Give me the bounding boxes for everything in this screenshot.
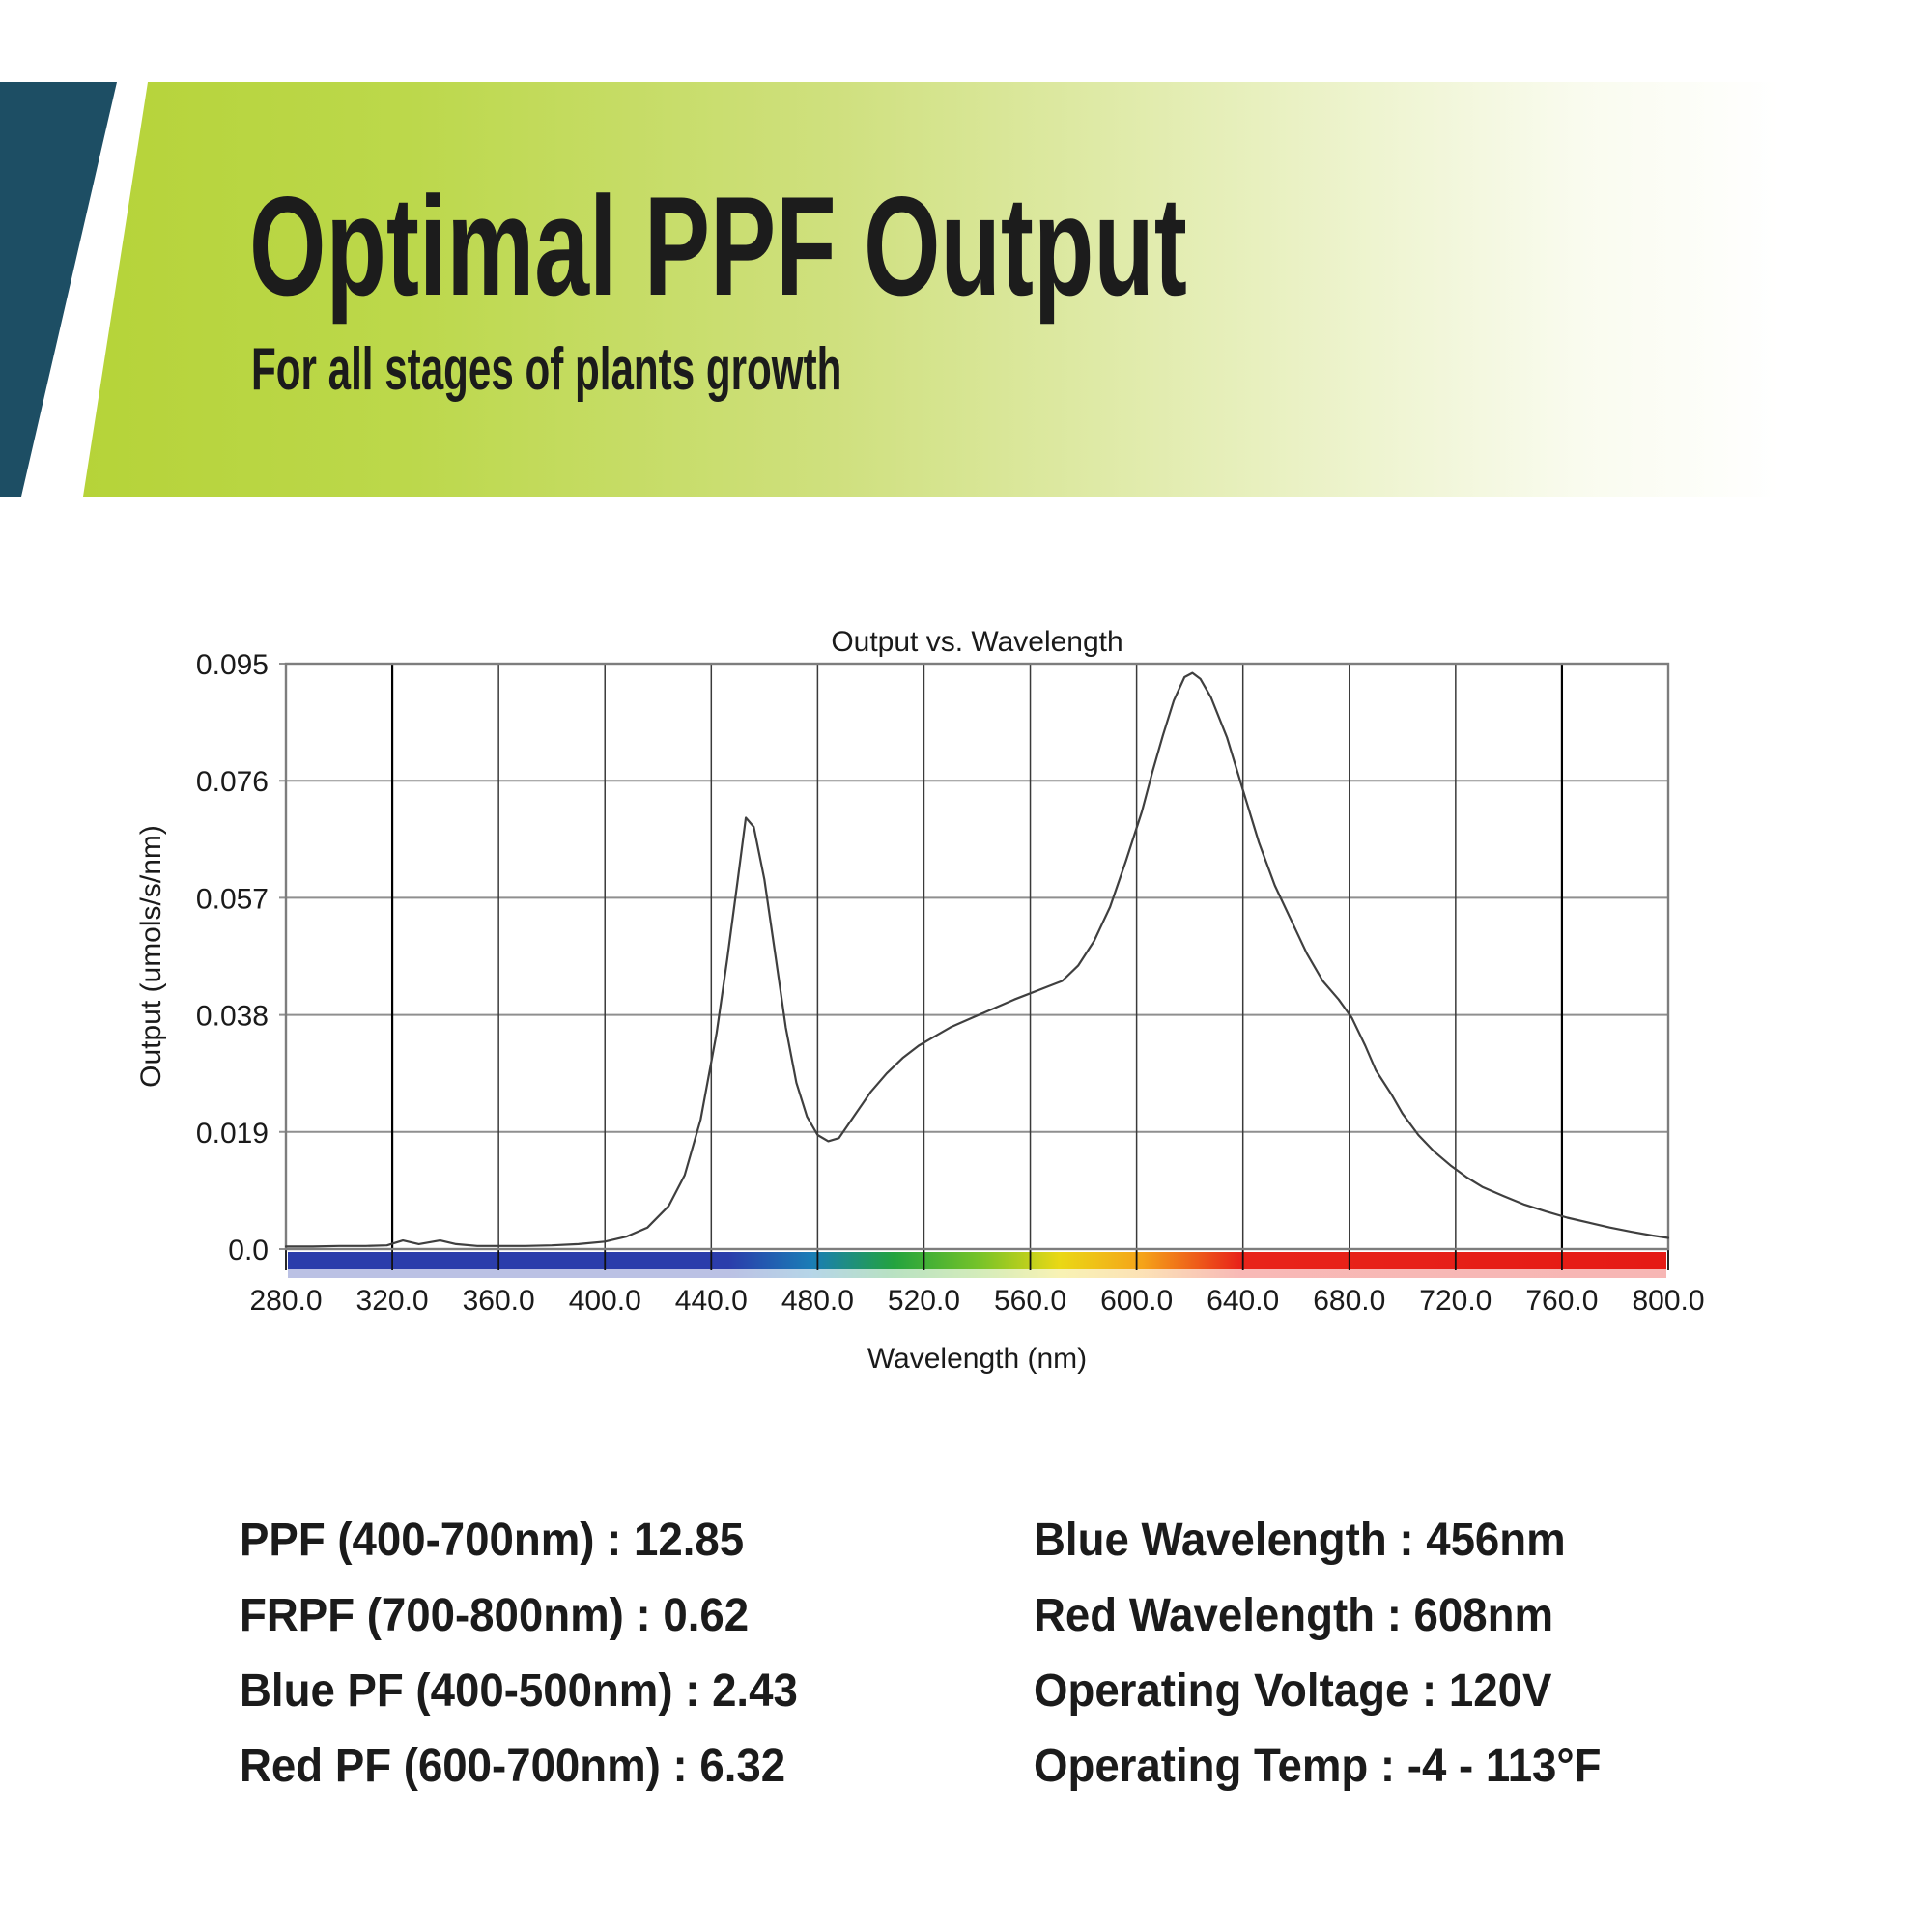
x-tick-label: 320.0 <box>356 1285 429 1317</box>
x-tick-label: 640.0 <box>1207 1285 1279 1317</box>
spec-item: Blue Wavelength : 456nm <box>1034 1515 1566 1566</box>
green-gradient-shape <box>83 82 1855 497</box>
y-tick-label: 0.019 <box>196 1118 269 1150</box>
spectrum-color-bar-reflection <box>288 1269 1666 1278</box>
x-tick-label: 680.0 <box>1313 1285 1385 1317</box>
y-tick-label: 0.095 <box>196 649 269 681</box>
spec-item: Operating Voltage : 120V <box>1034 1665 1552 1717</box>
spectrum-color-bar <box>288 1252 1666 1269</box>
x-tick-label: 720.0 <box>1419 1285 1492 1317</box>
spec-list-left: PPF (400-700nm) : 12.85 FRPF (700-800nm) … <box>240 1503 798 1804</box>
y-tick-label: 0.076 <box>196 766 269 798</box>
spec-item: PPF (400-700nm) : 12.85 <box>240 1515 745 1566</box>
spec-item: Blue PF (400-500nm) : 2.43 <box>240 1665 798 1717</box>
y-tick-label: 0.0 <box>228 1235 269 1266</box>
spec-item: Red Wavelength : 608nm <box>1034 1590 1554 1641</box>
spec-item: Operating Temp : -4 - 113°F <box>1034 1741 1602 1792</box>
x-tick-label: 480.0 <box>781 1285 854 1317</box>
spectral-output-curve <box>284 671 1670 1248</box>
page-title: Optimal PPF Output <box>249 167 1187 325</box>
x-tick-label: 520.0 <box>888 1285 960 1317</box>
page-subtitle: For all stages of plants growth <box>251 336 842 403</box>
x-axis-label: Wavelength (nm) <box>867 1343 1087 1375</box>
x-tick-label: 560.0 <box>994 1285 1066 1317</box>
x-tick-label: 360.0 <box>463 1285 535 1317</box>
x-tick-label: 760.0 <box>1525 1285 1598 1317</box>
chart-title: Output vs. Wavelength <box>831 626 1122 658</box>
x-tick-label: 400.0 <box>569 1285 641 1317</box>
x-tick-label: 280.0 <box>249 1285 322 1317</box>
x-tick-label: 440.0 <box>675 1285 748 1317</box>
y-tick-label: 0.038 <box>196 1001 269 1033</box>
spec-item: Red PF (600-700nm) : 6.32 <box>240 1741 786 1792</box>
x-tick-label: 800.0 <box>1632 1285 1704 1317</box>
y-axis-label: Output (umols/s/nm) <box>135 825 167 1088</box>
plot-border <box>284 662 1670 1251</box>
spec-item: FRPF (700-800nm) : 0.62 <box>240 1590 750 1641</box>
x-tick-label: 600.0 <box>1100 1285 1173 1317</box>
spec-list-right: Blue Wavelength : 456nm Red Wavelength : … <box>1034 1503 1602 1804</box>
y-tick-label: 0.057 <box>196 883 269 915</box>
